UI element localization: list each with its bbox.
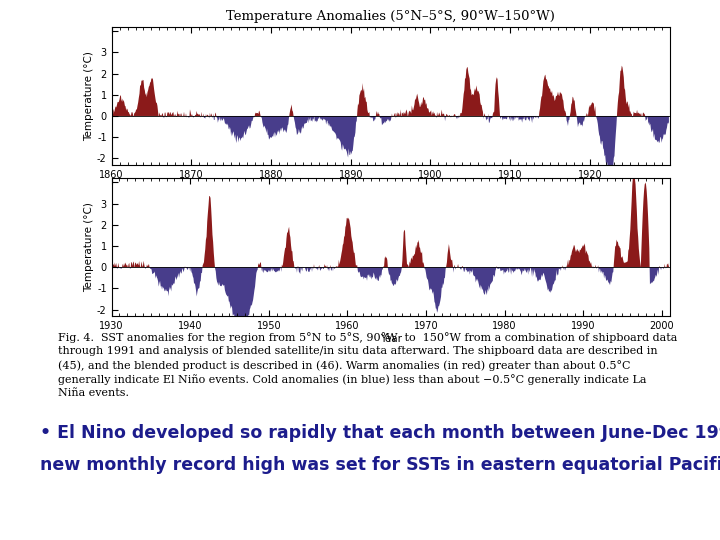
- X-axis label: Year: Year: [379, 334, 402, 343]
- Y-axis label: Temperature (°C): Temperature (°C): [84, 202, 94, 292]
- Text: Fig. 4.  SST anomalies for the region from 5°N to 5°S, 90°W  to  150°W from a co: Fig. 4. SST anomalies for the region fro…: [58, 332, 677, 398]
- Text: • El Nino developed so rapidly that each month between June-Dec 1997  a: • El Nino developed so rapidly that each…: [40, 424, 720, 442]
- Y-axis label: Temperature (°C): Temperature (°C): [84, 51, 94, 141]
- Text: new monthly record high was set for SSTs in eastern equatorial Pacific.: new monthly record high was set for SSTs…: [40, 456, 720, 474]
- Title: Temperature Anomalies (5°N–5°S, 90°W–150°W): Temperature Anomalies (5°N–5°S, 90°W–150…: [226, 10, 555, 23]
